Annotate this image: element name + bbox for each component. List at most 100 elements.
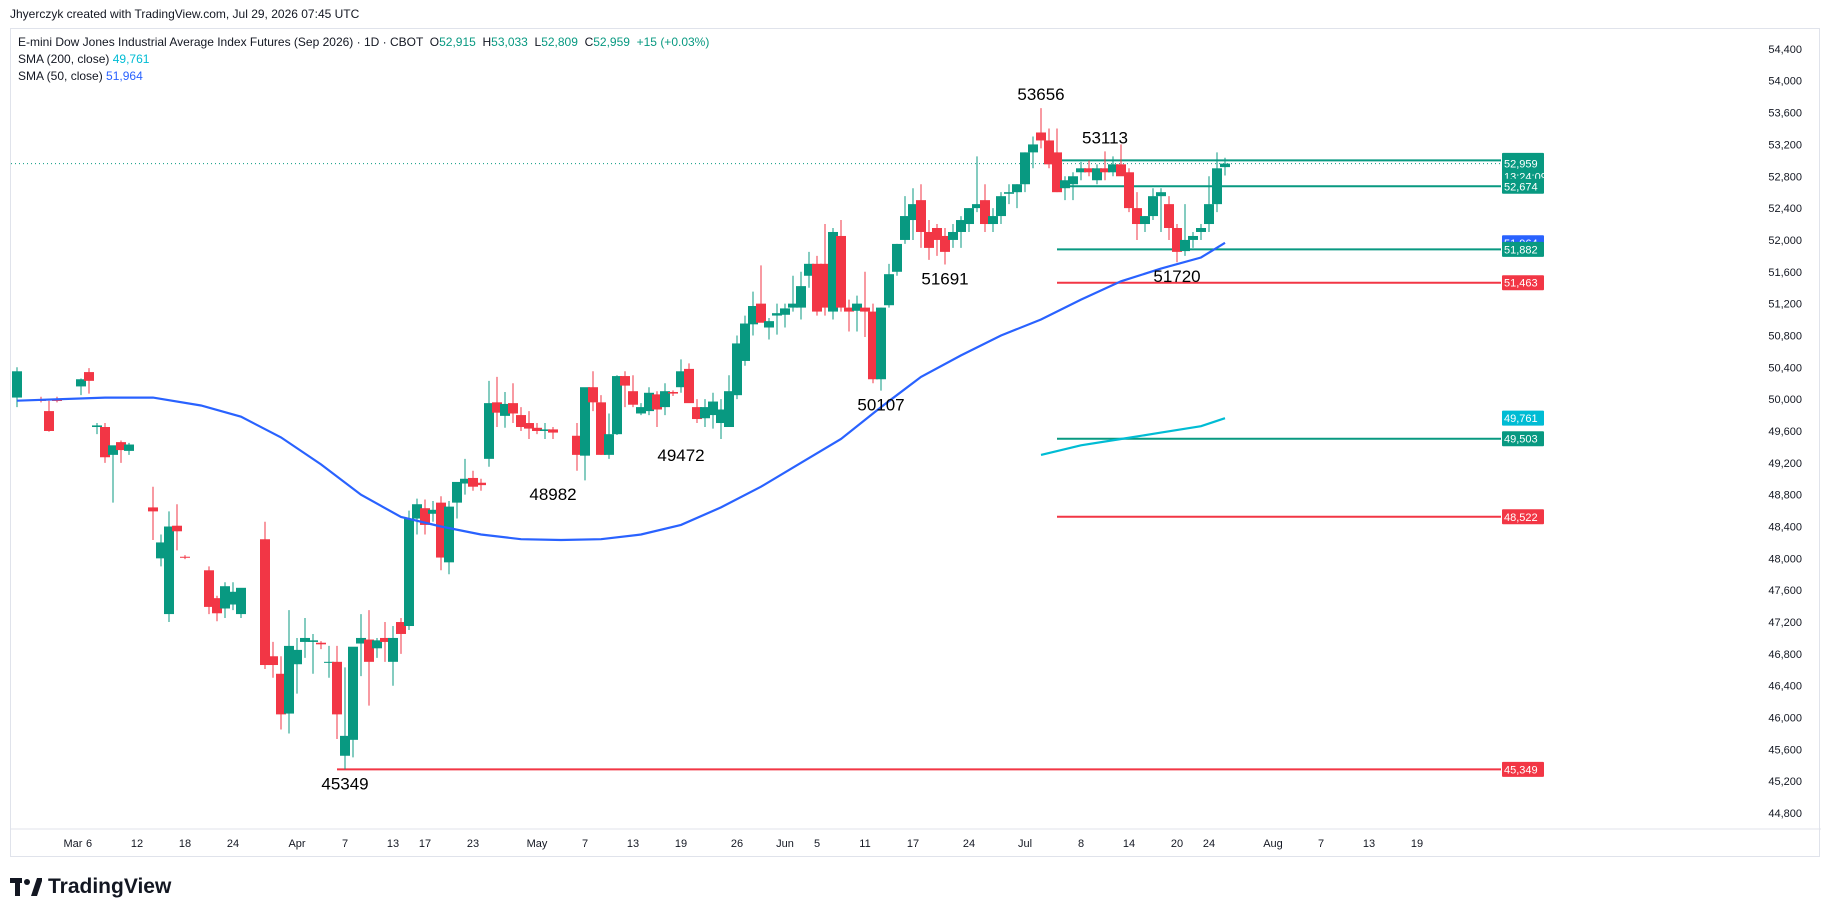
chart-frame[interactable]: 44,800 45,200 45,600 46,000 46,400 46,800 47,2… — [10, 28, 1821, 858]
candle-body — [1052, 152, 1062, 193]
x-tick-label: 24 — [1203, 838, 1215, 850]
sma50-row[interactable]: SMA (50, close) 51,964 — [18, 68, 709, 85]
candle-down — [1116, 144, 1126, 177]
sma200-line — [1040, 417, 1226, 456]
candle-body — [684, 368, 694, 404]
candle-down — [100, 423, 110, 463]
candle-body — [868, 311, 878, 380]
candle-body — [876, 307, 886, 380]
candle-body — [964, 208, 974, 225]
candle-up — [308, 633, 318, 674]
candle-up — [948, 224, 958, 248]
candle-up — [428, 501, 438, 522]
candle-body — [1172, 228, 1182, 252]
sma200-row[interactable]: SMA (200, close) 49,761 — [18, 51, 709, 68]
candle-up — [772, 303, 782, 335]
candle-body — [548, 429, 558, 433]
axis-price-label-text: 51,882 — [1504, 244, 1538, 256]
candle-body — [1204, 204, 1214, 225]
candle-body — [1116, 164, 1126, 177]
candle-down — [868, 303, 878, 384]
candle-down — [596, 395, 606, 455]
candle-up — [412, 498, 422, 535]
y-tick-label: 52,000 — [1768, 235, 1802, 247]
candle-body — [940, 235, 950, 252]
candle-body — [772, 313, 782, 316]
x-tick-label: 17 — [907, 838, 919, 850]
candle-body — [828, 231, 838, 312]
x-tick-label: 24 — [963, 838, 975, 850]
candle-up — [1092, 164, 1102, 185]
candle-down — [1036, 108, 1046, 149]
axis-price-label-bg — [1502, 509, 1544, 525]
price-chart[interactable]: 44,800 45,200 45,600 46,000 46,400 46,800 47,2… — [11, 29, 1821, 858]
y-tick-label: 47,200 — [1768, 617, 1802, 629]
x-tick-label: 20 — [1171, 838, 1183, 850]
candle-up — [700, 399, 710, 428]
candle-up — [300, 618, 310, 658]
candle-down — [548, 427, 558, 439]
close-label: C — [584, 35, 594, 49]
candle-down — [316, 641, 326, 650]
candle-down — [180, 555, 190, 560]
tradingview-logo[interactable]: TradingView — [10, 875, 171, 899]
candle-down — [820, 224, 830, 316]
candle-body — [1084, 168, 1094, 173]
candle-down — [84, 368, 94, 394]
candle-body — [732, 343, 742, 396]
y-tick-label: 46,000 — [1768, 713, 1802, 725]
sma200-value: 49,761 — [112, 52, 150, 66]
candle-body — [844, 307, 854, 312]
candle-down — [148, 486, 158, 541]
chart-legend: E-mini Dow Jones Industrial Average Inde… — [18, 34, 709, 85]
candle-up — [604, 413, 614, 459]
candle-down — [1084, 160, 1094, 177]
candle-down — [468, 470, 478, 491]
candle-down — [212, 595, 222, 622]
candle-down — [692, 399, 702, 424]
candle-up — [708, 392, 718, 429]
change-value: +15 (+0.03%) — [636, 35, 710, 49]
candle-body — [804, 263, 814, 276]
candle-body — [884, 274, 894, 306]
axis-price-label-bg — [1502, 156, 1544, 185]
x-tick-label: Jun — [776, 838, 794, 850]
candle-body — [716, 409, 726, 424]
candle-down — [860, 271, 870, 338]
candle-up — [1028, 136, 1038, 169]
candle-body — [900, 216, 910, 240]
symbol-name[interactable]: E-mini Dow Jones Industrial Average Inde… — [18, 35, 424, 49]
candle-up — [540, 423, 550, 439]
candle-body — [1100, 168, 1110, 173]
candle-down — [116, 440, 126, 463]
price-annotation: 50107 — [857, 396, 904, 415]
candle-down — [532, 423, 542, 435]
x-tick-label: Apr — [288, 838, 305, 850]
candle-body — [76, 379, 86, 387]
candle-body — [500, 403, 510, 416]
candle-body — [468, 477, 478, 487]
candle-body — [988, 216, 998, 225]
candle-up — [1148, 188, 1158, 221]
candle-body — [604, 434, 614, 455]
candle-up — [716, 399, 726, 439]
candle-body — [780, 308, 790, 315]
candle-up — [1020, 152, 1030, 193]
y-tick-label: 46,400 — [1768, 681, 1802, 693]
candle-down — [260, 521, 270, 669]
candle-down — [1100, 151, 1110, 181]
candle-body — [332, 661, 342, 715]
candle-body — [292, 649, 302, 665]
candle-down — [332, 645, 342, 740]
candle-body — [836, 235, 846, 308]
axis-price-label-text: 49,503 — [1504, 434, 1538, 446]
candle-up — [1180, 204, 1190, 256]
candle-body — [788, 303, 798, 308]
candle-down — [684, 363, 694, 404]
x-tick-label: Mar — [64, 838, 83, 850]
candle-up — [92, 423, 102, 435]
x-tick-label: 19 — [1411, 838, 1423, 850]
y-tick-label: 47,600 — [1768, 585, 1802, 597]
candle-up — [76, 378, 86, 396]
candle-down — [380, 622, 390, 662]
